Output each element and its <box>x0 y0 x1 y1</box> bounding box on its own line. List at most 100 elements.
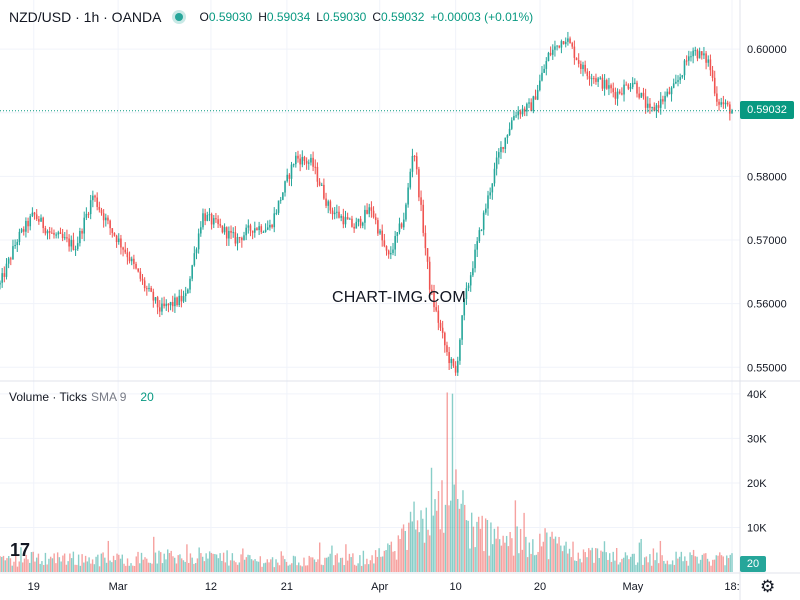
volume-bar <box>593 562 595 572</box>
volume-bar <box>312 557 314 572</box>
candle-body <box>428 261 431 290</box>
volume-bar <box>682 561 684 572</box>
volume-bar <box>263 563 265 572</box>
volume-bar <box>584 552 586 572</box>
candle-body <box>105 217 107 221</box>
volume-bar <box>360 565 363 572</box>
volume-bar <box>196 558 199 572</box>
volume-bar <box>53 553 55 572</box>
volume-bar <box>366 558 368 572</box>
candle-body <box>262 231 265 233</box>
candle-body <box>668 91 671 95</box>
volume-bar <box>327 556 330 572</box>
volume-bar <box>118 554 120 572</box>
candle-body <box>275 212 278 214</box>
candle-body <box>156 297 159 308</box>
volume-bar <box>222 552 225 572</box>
volume-bar <box>37 553 40 572</box>
candle-body <box>72 239 75 250</box>
volume-bar <box>93 564 96 572</box>
candle-body <box>79 230 81 244</box>
candle-body <box>219 224 222 226</box>
candle-body <box>446 345 448 353</box>
candle-body <box>493 168 496 184</box>
volume-bar <box>329 553 331 572</box>
candle-body <box>139 271 142 279</box>
volume-bar <box>647 562 649 572</box>
volume-bar <box>649 554 651 572</box>
volume-bar <box>519 528 522 572</box>
volume-bar <box>572 541 574 572</box>
volume-bar <box>505 535 508 572</box>
volume-bar <box>193 563 195 572</box>
candle-body <box>437 310 440 323</box>
volume-bar <box>268 562 270 572</box>
volume-bar <box>60 561 62 572</box>
volume-bar <box>406 549 408 572</box>
volume-bar <box>41 561 43 572</box>
volume-bar <box>528 542 531 572</box>
candle-body <box>588 76 591 79</box>
volume-bar <box>423 542 426 572</box>
volume-bar <box>605 552 607 572</box>
candle-body <box>171 302 174 307</box>
candle-body <box>722 102 725 105</box>
volume-bar <box>16 566 19 572</box>
volume-bar <box>589 550 592 572</box>
candle-body <box>46 231 49 234</box>
volume-bar <box>228 565 230 572</box>
candle-body <box>221 225 224 233</box>
volume-bar <box>18 561 20 572</box>
candle-body <box>161 303 163 312</box>
volume-bar <box>556 543 558 572</box>
volume-bar <box>23 558 26 572</box>
candle-body <box>208 214 211 216</box>
candle-body <box>444 332 446 346</box>
candle-body <box>394 235 396 250</box>
candle-body <box>202 213 204 228</box>
volume-bar <box>450 500 452 572</box>
volume-bar <box>731 553 733 572</box>
symbol-title[interactable]: NZD/USD · 1h · OANDA <box>9 9 162 25</box>
candle-body <box>582 64 584 70</box>
volume-bar <box>678 556 681 572</box>
volume-bar <box>464 504 466 572</box>
volume-bar <box>189 553 192 572</box>
candle-body <box>426 248 429 262</box>
volume-bar <box>84 555 87 572</box>
volume-title[interactable]: Volume · Ticks <box>9 390 88 404</box>
volume-bar <box>609 553 611 572</box>
candle-body <box>666 91 669 96</box>
volume-bar <box>425 507 427 572</box>
candle-body <box>158 307 161 312</box>
volume-bar <box>308 555 310 572</box>
candle-body <box>184 293 187 297</box>
volume-bar <box>539 533 541 572</box>
candle-body <box>33 212 36 215</box>
candle-body <box>243 235 245 241</box>
volume-bar <box>420 510 422 572</box>
candle-body <box>372 210 375 218</box>
candle-body <box>109 220 111 229</box>
volume-bar <box>713 559 716 572</box>
candle-body <box>333 212 336 215</box>
volume-bar <box>168 553 171 572</box>
tradingview-logo[interactable]: 17 <box>10 540 31 560</box>
volume-bar <box>284 559 286 572</box>
volume-bar <box>530 553 532 572</box>
volume-bar <box>394 551 396 572</box>
volume-bar <box>696 556 698 572</box>
candle-body <box>260 226 263 233</box>
candle-body <box>3 273 6 277</box>
candle-body <box>74 249 77 251</box>
time-tick-label: 19 <box>28 581 40 593</box>
candle-body <box>513 116 515 121</box>
gear-icon[interactable]: ⚙ <box>760 577 776 596</box>
volume-bar <box>402 524 405 572</box>
volume-bar <box>348 553 351 572</box>
candle-body <box>638 93 640 98</box>
volume-bar <box>72 551 75 572</box>
volume-bar <box>144 557 146 572</box>
candle-body <box>452 358 455 366</box>
